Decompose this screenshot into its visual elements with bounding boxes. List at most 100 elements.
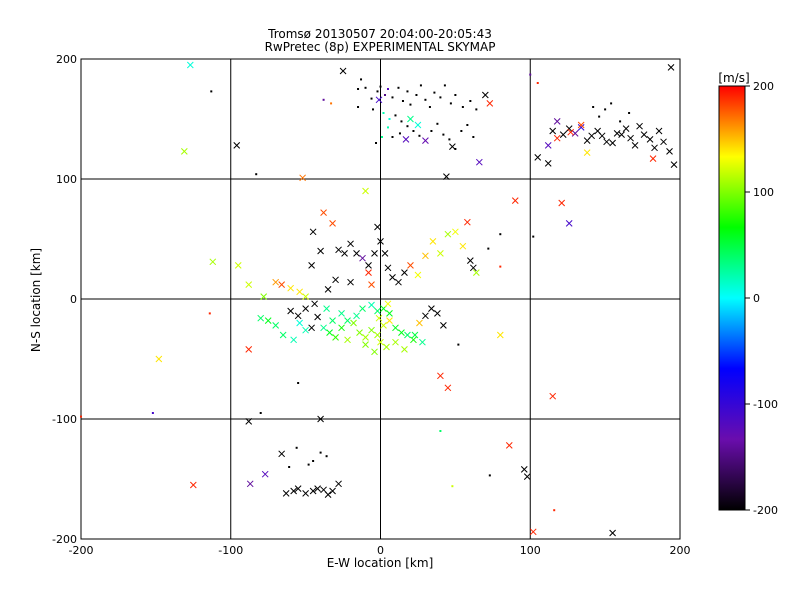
data-point-dot — [475, 108, 478, 111]
data-point-cross — [290, 336, 297, 344]
data-point-dot — [379, 85, 382, 88]
data-point-cross — [294, 485, 302, 492]
data-point-cross — [381, 250, 389, 257]
data-point-cross — [414, 271, 422, 279]
data-point-dot — [312, 460, 315, 462]
data-point-dot — [322, 98, 325, 101]
data-point-cross — [261, 470, 269, 478]
data-point-cross — [180, 148, 188, 155]
data-point-cross — [368, 281, 375, 288]
data-point-cross — [636, 122, 643, 130]
data-point-cross — [559, 131, 567, 138]
data-point-cross — [428, 305, 435, 312]
data-point-cross — [577, 124, 585, 131]
colorbar-tick-label: -100 — [753, 398, 778, 411]
colorbar-tick-label: 200 — [753, 80, 774, 93]
data-point-dot — [536, 82, 539, 84]
data-point-dot — [428, 106, 431, 108]
data-point-cross — [598, 132, 606, 140]
data-point-dot — [370, 97, 373, 100]
data-point-cross — [410, 336, 417, 344]
y-tick-label: 100 — [56, 173, 77, 186]
x-tick-label: 0 — [377, 544, 384, 557]
data-point-cross — [660, 138, 667, 146]
data-point-cross — [544, 142, 552, 149]
data-point-dot — [380, 136, 383, 138]
y-tick-label: -200 — [52, 533, 77, 546]
data-point-dot — [386, 126, 389, 129]
data-point-cross — [272, 322, 280, 329]
data-point-cross — [534, 154, 542, 161]
data-point-dot — [488, 474, 491, 477]
data-point-dot — [419, 84, 422, 87]
data-point-cross — [395, 278, 402, 286]
data-point-dot — [391, 136, 394, 138]
data-point-cross — [329, 317, 336, 324]
data-point-cross — [565, 220, 573, 227]
data-point-cross — [422, 252, 429, 260]
data-point-dot — [439, 430, 442, 432]
data-point-cross — [398, 329, 405, 336]
y-axis-label: N-S location [km] — [29, 248, 43, 352]
data-point-cross — [309, 487, 317, 495]
data-point-cross — [631, 142, 639, 149]
data-point-cross — [155, 355, 163, 363]
data-point-dot — [406, 125, 409, 128]
y-tick-label: 200 — [56, 53, 77, 66]
data-point-cross — [401, 269, 408, 276]
data-point-cross — [466, 257, 474, 264]
data-point-dot — [592, 106, 595, 108]
data-point-cross — [407, 262, 414, 269]
data-point-dot — [436, 122, 439, 125]
data-point-cross — [655, 127, 663, 135]
data-point-cross — [486, 100, 494, 107]
data-point-cross — [422, 137, 429, 144]
data-point-cross — [324, 491, 332, 498]
data-point-cross — [365, 262, 372, 269]
data-point-cross — [335, 480, 342, 488]
data-point-dot — [412, 130, 415, 132]
data-point-cross — [402, 136, 410, 143]
data-point-cross — [666, 148, 673, 155]
data-point-dot — [430, 130, 433, 132]
data-point-cross — [309, 228, 317, 236]
data-point-cross — [332, 276, 339, 284]
data-point-cross — [377, 238, 384, 245]
data-point-cross — [392, 338, 399, 346]
data-point-cross — [384, 264, 392, 272]
data-point-cross — [344, 336, 351, 344]
data-point-cross — [308, 262, 315, 269]
data-point-cross — [609, 139, 616, 147]
data-point-cross — [302, 326, 309, 334]
data-point-cross — [377, 338, 384, 346]
data-point-cross — [646, 136, 654, 143]
data-point-cross — [649, 155, 657, 162]
data-point-dot — [529, 73, 532, 76]
data-point-cross — [416, 319, 423, 327]
data-point-cross — [613, 130, 621, 137]
data-point-cross — [472, 269, 480, 276]
data-point-dot — [472, 136, 475, 138]
data-point-cross — [278, 450, 286, 458]
data-point-cross — [553, 134, 561, 142]
data-point-dot — [383, 94, 386, 96]
data-point-cross — [302, 293, 309, 300]
data-point-cross — [272, 278, 280, 286]
data-point-cross — [407, 115, 414, 123]
data-point-dot — [499, 233, 502, 236]
data-point-cross — [452, 228, 459, 236]
data-point-cross — [374, 331, 381, 339]
data-point-cross — [323, 305, 330, 312]
data-point-cross — [189, 481, 197, 489]
data-point-cross — [287, 307, 295, 315]
colorbar-label: [m/s] — [718, 71, 749, 85]
data-point-cross — [320, 209, 327, 216]
data-point-cross — [233, 142, 241, 149]
data-point-dot — [325, 455, 328, 458]
data-point-cross — [603, 138, 610, 146]
data-point-dot — [451, 485, 454, 488]
grid-lines — [81, 59, 680, 539]
data-point-cross — [335, 246, 342, 254]
data-point-dot — [487, 247, 490, 250]
data-point-cross — [414, 121, 422, 129]
